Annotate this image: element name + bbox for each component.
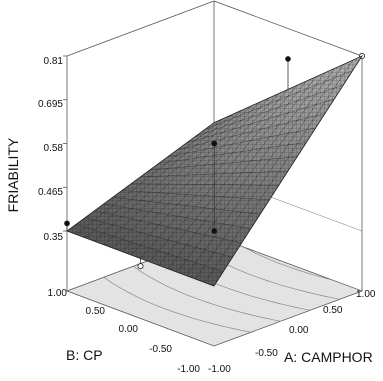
a-tick-label: -0.50 (255, 348, 278, 359)
frame-top-left (66, 0, 215, 57)
z-axis-title: FRIABILITY (5, 137, 21, 212)
z-axis-tick-labels: 0.81 0.695 0.58 0.465 0.35 (38, 56, 63, 243)
b-axis-title: B: CP (66, 347, 103, 363)
z-tick-label: 0.35 (44, 232, 64, 243)
design-point (285, 56, 291, 62)
b-tick-label: -0.50 (149, 344, 172, 355)
b-tick-label: 1.00 (48, 288, 68, 299)
a-tick-label: 0.50 (323, 305, 343, 316)
b-axis-tick-labels: 1.00 0.50 0.00 -0.50 -1.00 (48, 288, 201, 375)
frame-top-right (213, 0, 363, 57)
b-tick-label: 0.50 (86, 306, 106, 317)
points-above-surface (64, 56, 291, 234)
b-tick-label: 0.00 (119, 324, 139, 335)
design-point (211, 140, 218, 147)
a-tick-label: 0.00 (289, 325, 309, 336)
a-axis-title: A: CAMPHOR (284, 349, 373, 365)
floor-contour-line (133, 266, 281, 322)
z-tick-label: 0.695 (38, 99, 63, 110)
z-tick-label: 0.465 (38, 187, 63, 198)
a-tick-label: 1.00 (356, 289, 376, 300)
design-point (211, 228, 218, 234)
a-tick-label: -1.00 (208, 364, 231, 375)
design-point (64, 220, 70, 227)
design-point-open (137, 263, 144, 270)
floor-contour-line (103, 277, 252, 333)
z-tick-label: 0.58 (44, 143, 64, 154)
z-tick-label: 0.81 (44, 56, 64, 67)
b-tick-label: -1.00 (177, 364, 200, 375)
a-axis-tick-labels: -1.00 -0.50 0.00 0.50 1.00 (208, 289, 376, 375)
